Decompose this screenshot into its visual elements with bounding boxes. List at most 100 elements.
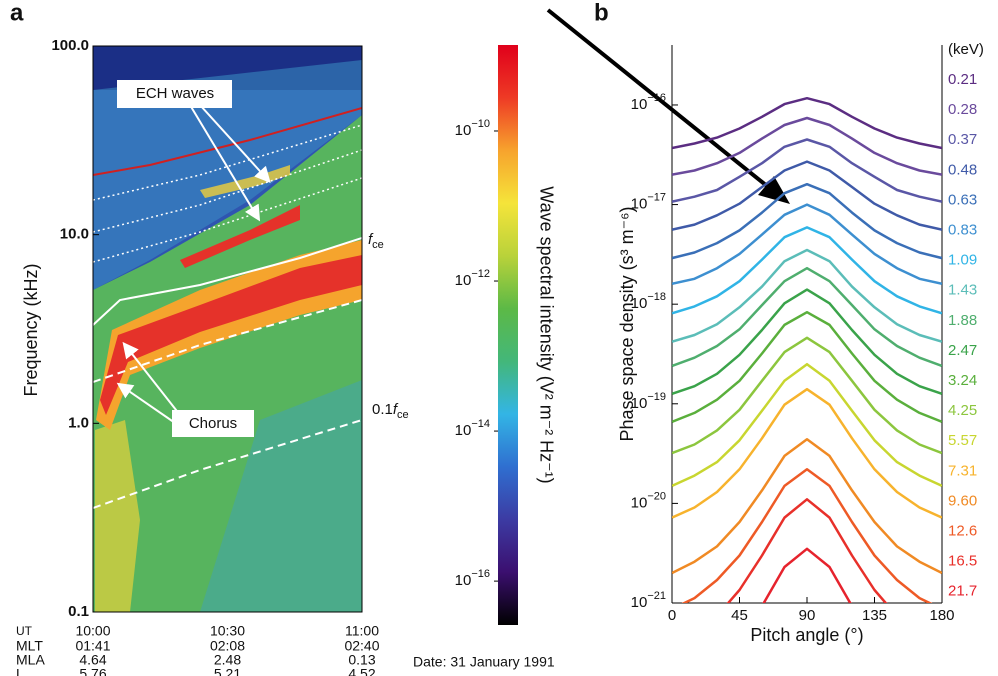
- ephemeris-name: L: [16, 666, 24, 676]
- colorbar-tick-label: 10−14: [455, 418, 490, 439]
- line-label: fce: [368, 231, 384, 251]
- series-line: [672, 387, 942, 519]
- panel-label: a: [10, 0, 24, 26]
- legend-label: 0.48: [948, 161, 977, 178]
- series-line: [672, 226, 942, 315]
- x-tick-label: 11:00: [345, 623, 379, 639]
- spectrogram-band: [180, 205, 300, 268]
- colorbar-tick-label: 10−12: [455, 268, 490, 289]
- series-line: [672, 160, 942, 231]
- legend-label: 1.43: [948, 282, 977, 299]
- legend-label: 16.5: [948, 553, 977, 570]
- y-tick-label: 10−16: [631, 92, 666, 113]
- y-tick-label: 10−21: [631, 590, 666, 611]
- legend-label: 21.7: [948, 583, 977, 600]
- annotation-arrow: [116, 382, 179, 426]
- line-label: 0.1fce: [372, 401, 409, 421]
- ephemeris-value: 5.21: [214, 666, 241, 676]
- series-line: [681, 468, 933, 603]
- ech-line: [93, 124, 362, 201]
- y-axis-label: Phase space density (s³ m⁻⁶): [617, 207, 637, 442]
- series-line: [672, 138, 942, 203]
- legend-label: 1.88: [948, 312, 977, 329]
- x-axis-label: UT: [16, 624, 33, 638]
- y-tick-label: 10.0: [60, 226, 89, 243]
- legend-label: 3.24: [948, 372, 977, 389]
- spectrogram-band: [93, 60, 362, 290]
- ech-line: [93, 149, 362, 233]
- legend-label: 5.57: [948, 432, 977, 449]
- ephemeris-value: 01:41: [75, 638, 110, 654]
- x-tick-label: 10:30: [210, 623, 245, 639]
- legend-label: 4.25: [948, 402, 977, 419]
- series-line: [672, 438, 942, 575]
- legend-label: 9.60: [948, 492, 977, 509]
- x-tick-label: 0: [668, 607, 676, 624]
- x-tick-label: 135: [862, 607, 887, 624]
- annotation-arrow: [189, 104, 261, 222]
- dashed-line: [93, 419, 362, 509]
- plot-area: [672, 96, 942, 603]
- legend-label: 0.21: [948, 71, 977, 88]
- ephemeris-value: 4.64: [79, 652, 106, 668]
- y-tick-label: 10−18: [631, 291, 666, 312]
- ephemeris-value: 2.48: [214, 652, 241, 668]
- ech-line: [93, 177, 362, 263]
- x-tick-label: 10:00: [75, 623, 110, 639]
- series-line: [672, 288, 942, 395]
- series-line: [672, 336, 942, 455]
- ephemeris-value: 4.52: [348, 666, 375, 676]
- series-line: [672, 266, 942, 368]
- ephemeris-value: 02:40: [344, 638, 379, 654]
- x-tick-label: 180: [929, 607, 954, 624]
- y-axis-label: Frequency (kHz): [21, 263, 41, 396]
- annotation-arrow: [199, 104, 271, 183]
- spectrogram-band: [100, 255, 362, 415]
- series-line: [726, 498, 888, 603]
- annotation: Chorus: [189, 415, 237, 432]
- annotation-box: [117, 80, 232, 108]
- pointer-arrow: [546, 8, 774, 192]
- spectrogram-band: [200, 380, 362, 612]
- ephemeris-value: 02:08: [210, 638, 245, 654]
- legend-label: 1.09: [948, 252, 977, 269]
- x-axis-label: Pitch angle (°): [750, 625, 863, 645]
- legend-label: 12.6: [948, 522, 977, 539]
- y-tick-label: 1.0: [68, 414, 89, 431]
- series-line: [672, 182, 942, 260]
- legend-label: 0.83: [948, 221, 977, 238]
- dashed-line: [93, 299, 362, 383]
- colorbar-tick-label: 10−16: [455, 568, 490, 589]
- series-line: [762, 547, 852, 603]
- legend-label: 0.63: [948, 191, 977, 208]
- spectrogram-band: [93, 115, 362, 612]
- ephemeris-value: 0.13: [348, 652, 375, 668]
- series-line: [672, 310, 942, 423]
- y-tick-label: 10−17: [631, 191, 666, 212]
- ephemeris-name: MLA: [16, 652, 45, 668]
- ephemeris-value: 5.76: [79, 666, 106, 676]
- y-tick-label: 10−19: [631, 391, 666, 412]
- y-tick-label: 0.1: [68, 603, 89, 620]
- series-line: [672, 203, 942, 286]
- legend-label: 7.31: [948, 462, 977, 479]
- annotation: ECH waves: [136, 85, 214, 102]
- x-tick-label: 45: [731, 607, 748, 624]
- spectrogram: [93, 46, 362, 612]
- date: Date: 31 January 1991: [413, 654, 555, 670]
- legend-label: 0.28: [948, 101, 977, 118]
- y-tick-label: 10−20: [631, 490, 666, 511]
- legend-label: 0.37: [948, 131, 977, 148]
- colorbar-tick-label: 10−10: [455, 118, 490, 139]
- fce-line: [93, 237, 362, 326]
- legend-label: 2.47: [948, 342, 977, 359]
- annotation-arrow: [122, 341, 181, 416]
- series-line: [672, 96, 942, 150]
- spectrogram-line: [93, 107, 362, 176]
- plot-frame: [92, 45, 363, 613]
- legend-title: (keV): [948, 41, 984, 58]
- series-line: [672, 362, 942, 488]
- series-line: [672, 248, 942, 343]
- spectrogram-band: [95, 420, 140, 612]
